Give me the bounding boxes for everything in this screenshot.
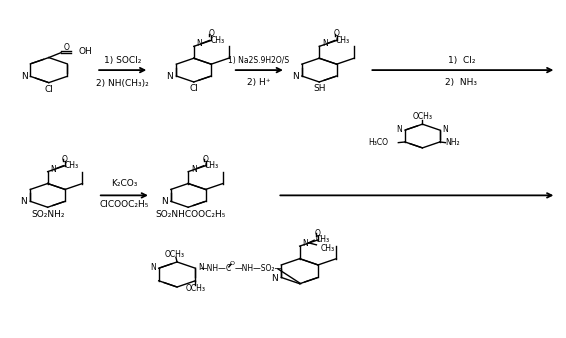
Text: N: N [161, 197, 168, 207]
Text: 2) H⁺: 2) H⁺ [247, 78, 270, 87]
Text: NH₂: NH₂ [445, 138, 460, 147]
Text: ClCOOC₂H₅: ClCOOC₂H₅ [100, 200, 149, 209]
Text: H₃CO: H₃CO [368, 138, 388, 147]
Text: 1) SOCl₂: 1) SOCl₂ [104, 56, 141, 65]
Text: N: N [22, 72, 28, 81]
Text: SO₂NH₂: SO₂NH₂ [31, 210, 65, 219]
Text: N: N [302, 239, 308, 248]
Text: OCH₃: OCH₃ [413, 113, 432, 121]
Text: CH₃: CH₃ [65, 161, 79, 170]
Text: CH₃: CH₃ [315, 235, 329, 244]
Text: CH₃: CH₃ [321, 244, 335, 252]
Text: CH₃: CH₃ [205, 161, 219, 170]
Text: N: N [443, 125, 448, 134]
Text: O: O [315, 229, 321, 238]
Text: N: N [166, 72, 173, 81]
Text: 1)  Cl₂: 1) Cl₂ [448, 56, 475, 65]
Text: SH: SH [313, 84, 325, 93]
Text: O: O [63, 43, 69, 52]
Text: CH₃: CH₃ [336, 36, 350, 45]
Text: N: N [322, 39, 328, 48]
Text: SO₂NHCOOC₂H₅: SO₂NHCOOC₂H₅ [156, 210, 226, 219]
Text: OCH₃: OCH₃ [165, 250, 185, 259]
Text: Cl: Cl [190, 84, 198, 93]
Text: CH₃: CH₃ [211, 36, 225, 45]
Text: Cl: Cl [44, 85, 53, 94]
Text: N: N [397, 125, 402, 134]
Text: O: O [334, 29, 340, 38]
Text: N: N [20, 197, 27, 207]
Text: N: N [196, 39, 202, 48]
Text: O: O [203, 154, 208, 164]
Text: OCH₃: OCH₃ [186, 284, 205, 293]
Text: O: O [208, 29, 214, 38]
Text: 2) NH(CH₃)₂: 2) NH(CH₃)₂ [96, 79, 149, 88]
Text: —NH—: —NH— [200, 264, 226, 273]
Text: OH: OH [79, 47, 93, 56]
Text: N: N [198, 263, 204, 272]
Text: O: O [62, 154, 68, 164]
Text: C: C [225, 264, 231, 273]
Text: K₂CO₃: K₂CO₃ [111, 179, 137, 188]
Text: N: N [191, 165, 196, 173]
Text: O: O [230, 261, 235, 266]
Text: 1) Na2S.9H2O/S: 1) Na2S.9H2O/S [228, 56, 289, 65]
Text: N: N [271, 274, 278, 283]
Text: 2)  NH₃: 2) NH₃ [445, 78, 478, 87]
Text: N: N [292, 72, 298, 81]
Text: N: N [50, 165, 56, 173]
Text: N: N [150, 263, 156, 272]
Text: —NH—SO₂—: —NH—SO₂— [234, 264, 282, 273]
